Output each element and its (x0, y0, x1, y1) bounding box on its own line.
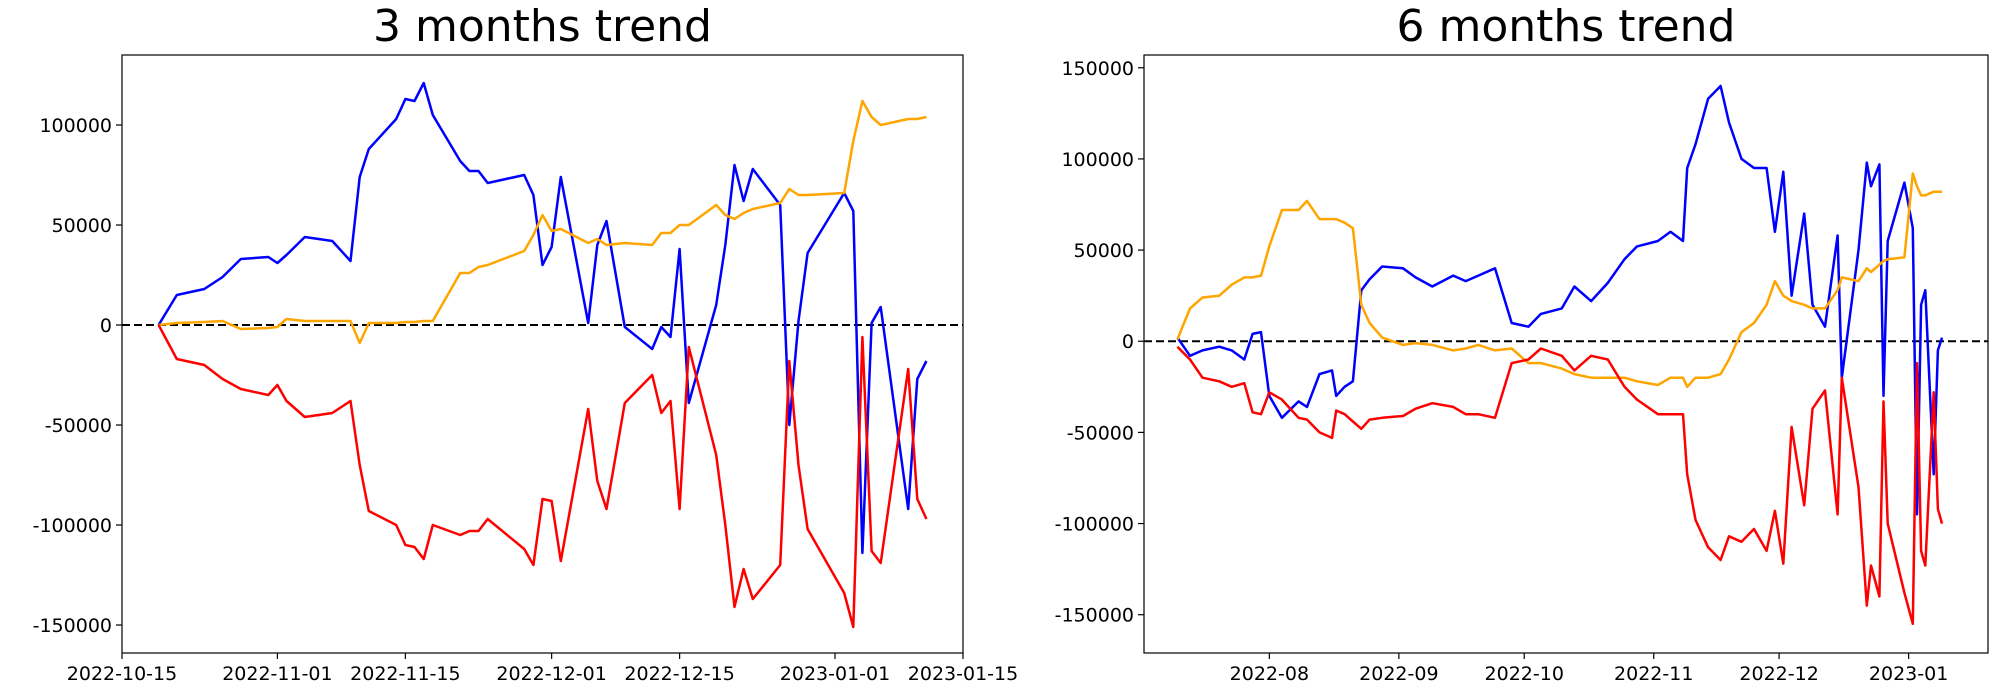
series-line (157, 324, 928, 629)
y-tick-label: 100000 (1061, 149, 1134, 171)
y-tick-label: 0 (1122, 331, 1134, 353)
x-tick-label: 2022-11-01 (222, 663, 332, 685)
series-line (1176, 345, 1944, 626)
x-tick-label: 2023-01 (1869, 663, 1948, 685)
y-tick-label: 100000 (39, 115, 112, 137)
y-tick-label: -150000 (33, 615, 112, 637)
chart-title: 6 months trend (1397, 1, 1736, 52)
y-tick-label: -150000 (1055, 605, 1134, 627)
x-tick-label: 2023-01-15 (908, 663, 1018, 685)
plot-frame (1143, 54, 1989, 654)
x-tick-label: 2022-10-15 (67, 663, 177, 685)
y-tick-label: 150000 (1061, 58, 1134, 80)
x-tick-label: 2022-09 (1359, 663, 1438, 685)
y-tick-label: 50000 (1074, 240, 1134, 262)
y-tick-label: 50000 (52, 215, 112, 237)
x-tick-label: 2022-12-01 (496, 663, 606, 685)
y-tick-label: -50000 (45, 415, 112, 437)
x-tick-label: 2022-10 (1485, 663, 1564, 685)
x-tick-label: 2022-12 (1739, 663, 1818, 685)
x-tick-label: 2022-12-15 (624, 663, 734, 685)
y-tick-label: 0 (100, 315, 112, 337)
x-tick-label: 2023-01-01 (780, 663, 890, 685)
y-tick-label: -50000 (1067, 422, 1134, 444)
y-tick-label: -100000 (1055, 514, 1134, 536)
x-tick-label: 2022-11-15 (350, 663, 460, 685)
chart-title: 3 months trend (373, 1, 712, 52)
series-line (1176, 172, 1942, 389)
x-tick-label: 2022-11 (1614, 663, 1693, 685)
y-tick-label: -100000 (33, 515, 112, 537)
series-line (158, 99, 927, 345)
series-line (1176, 84, 1944, 516)
x-tick-label: 2022-08 (1230, 663, 1309, 685)
plot-frame (121, 54, 964, 654)
series-line (157, 81, 928, 555)
